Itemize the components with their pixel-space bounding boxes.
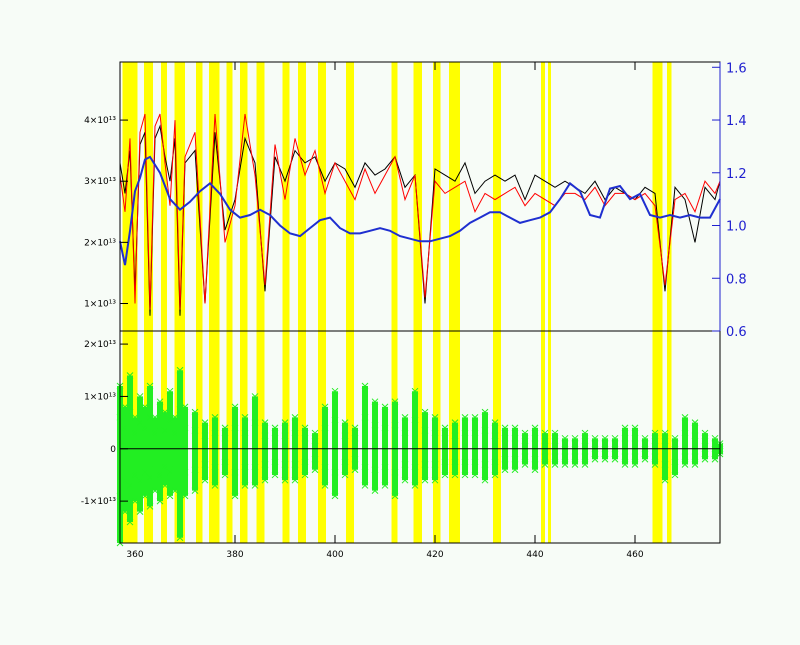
y2-tick-label: 1.2 <box>726 167 747 182</box>
y2-tick-label: 0.6 <box>726 325 747 340</box>
x-tick-label: 460 <box>626 550 643 560</box>
x-tick-label: 400 <box>326 550 343 560</box>
y2-tick-label: 1.0 <box>726 220 747 235</box>
highlight-band <box>548 62 551 543</box>
y-tick-label: 4×10¹³ <box>84 116 116 126</box>
y-tick-label: 2×10¹³ <box>84 238 116 248</box>
y-tick-label: 1×10¹³ <box>84 392 116 402</box>
y2-tick-label: 1.6 <box>726 61 747 76</box>
x-tick-label: 380 <box>226 550 243 560</box>
highlight-band <box>653 62 663 543</box>
y-tick-label: 2×10¹³ <box>84 340 116 350</box>
x-tick-label: 420 <box>426 550 443 560</box>
y-tick-label: 1×10¹³ <box>84 299 116 309</box>
y-tick-label: -1×10¹³ <box>81 497 117 507</box>
highlight-band <box>541 62 545 543</box>
y-tick-label: 3×10¹³ <box>84 177 116 187</box>
x-tick-label: 440 <box>526 550 543 560</box>
y-tick-label: 0 <box>110 445 116 455</box>
y2-tick-label: 1.4 <box>726 114 747 129</box>
y2-tick-label: 0.8 <box>726 272 747 287</box>
x-tick-label: 360 <box>126 550 143 560</box>
